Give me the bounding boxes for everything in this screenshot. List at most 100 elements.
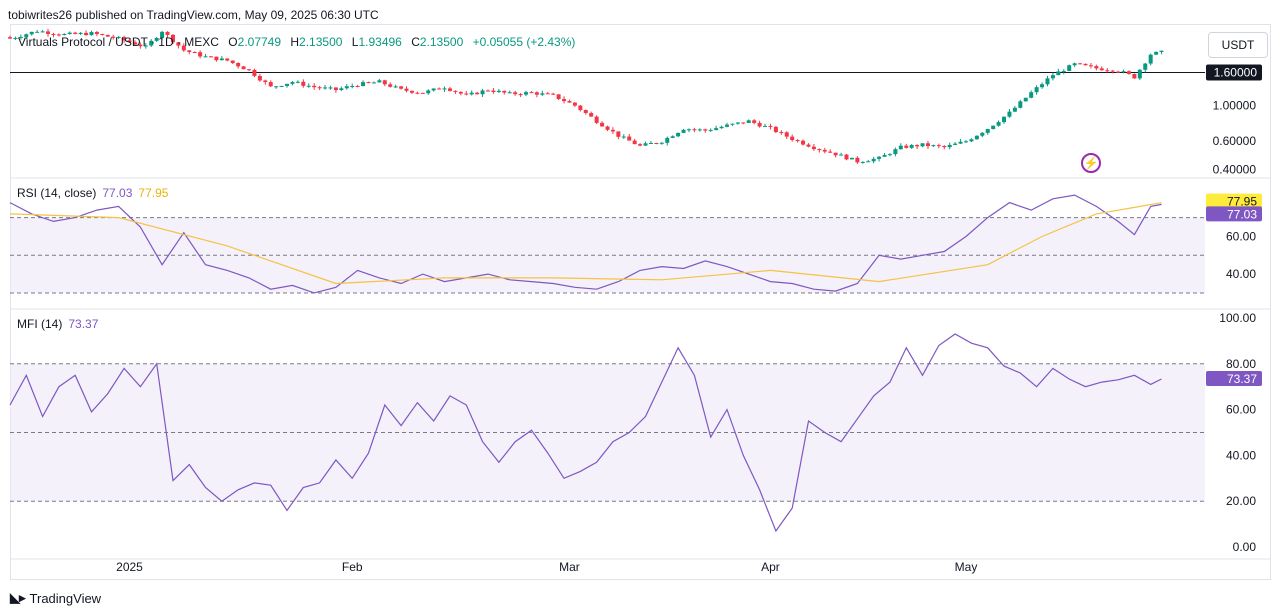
candle-body (382, 80, 387, 85)
candle-body (420, 92, 425, 94)
candle-body (1018, 101, 1023, 108)
candle-body (985, 129, 990, 133)
candle-body (877, 156, 882, 159)
candle-body (714, 128, 719, 131)
candles-group (8, 28, 1164, 165)
candle-body (1132, 73, 1137, 79)
brand-name: TradingView (29, 590, 102, 606)
candle-body (404, 88, 409, 91)
candle-body (154, 37, 159, 41)
symbol-legend: Virtuals Protocol / USDT · 1D · MEXC O2.… (18, 35, 575, 49)
candle-body (285, 83, 290, 86)
candle-body (40, 31, 45, 33)
candle-body (953, 143, 958, 145)
candle-body (572, 102, 577, 106)
candle-body (659, 142, 664, 144)
rsi-value-badge-label: 77.03 (1227, 207, 1257, 221)
candle-body (958, 141, 963, 144)
candle-body (665, 137, 670, 143)
candle-body (241, 66, 246, 70)
candle-body (317, 87, 322, 89)
rsi-ma-value: 77.95 (138, 186, 169, 200)
candle-body (920, 143, 925, 147)
candle-body (29, 31, 34, 35)
candle-body (475, 92, 480, 95)
candle-body (686, 129, 691, 131)
change-value: +0.05055 (+2.43%) (472, 35, 576, 49)
candle-body (464, 93, 469, 95)
candle-body (73, 32, 78, 34)
flash-icon[interactable]: ⚡ (1081, 153, 1101, 173)
candle-body (51, 33, 56, 35)
candle-body (236, 63, 241, 67)
candle-body (344, 86, 349, 89)
time-tick-label: May (955, 560, 978, 574)
candle-body (627, 136, 632, 141)
candle-body (187, 50, 192, 53)
price-tick-label: 0.60000 (1213, 134, 1257, 148)
candle-body (594, 116, 599, 123)
candle-body (1002, 116, 1007, 123)
tradingview-logo-icon: ◣▸ (10, 590, 26, 605)
mfi-value: 73.37 (68, 317, 99, 331)
candle-body (399, 86, 404, 89)
candle-body (779, 132, 784, 134)
candle-body (925, 143, 930, 147)
candle-body (1029, 92, 1034, 98)
candle-body (898, 145, 903, 150)
candle-body (562, 99, 567, 102)
candle-body (426, 90, 431, 94)
candle-body (170, 34, 175, 43)
open-key: O (228, 35, 238, 49)
time-tick-label: 2025 (116, 560, 143, 574)
candle-body (811, 146, 816, 150)
candle-body (415, 92, 420, 94)
open-value: 2.07749 (237, 35, 282, 49)
footer-brand[interactable]: ◣▸ TradingView (10, 590, 101, 606)
level-badge-label: 1.60000 (1214, 66, 1258, 80)
candle-body (1116, 71, 1121, 73)
candle-body (1137, 69, 1142, 79)
candle-body (752, 120, 757, 123)
candle-body (545, 93, 550, 95)
candle-body (355, 85, 360, 87)
candle-body (529, 92, 534, 94)
low-key: L (351, 35, 359, 49)
candle-body (817, 149, 822, 151)
candle-body (681, 129, 686, 133)
candle-body (350, 85, 355, 87)
high-key: H (290, 35, 300, 49)
candle-body (828, 151, 833, 153)
candle-body (13, 37, 18, 39)
candle-body (431, 88, 436, 91)
rsi-tick-label: 60.00 (1226, 229, 1256, 243)
price-tick-label: 0.40000 (1213, 163, 1257, 177)
candle-body (632, 140, 637, 145)
candle-body (600, 122, 605, 127)
candle-body (1094, 66, 1099, 69)
candle-body (56, 34, 61, 36)
candle-body (616, 131, 621, 137)
candle-body (735, 122, 740, 124)
candle-body (502, 90, 507, 93)
close-value: 2.13500 (419, 35, 464, 49)
candle-body (1007, 111, 1012, 117)
candle-body (1045, 78, 1050, 85)
candle-body (8, 37, 12, 39)
candle-body (578, 105, 583, 111)
candle-body (936, 145, 941, 147)
candle-body (844, 154, 849, 160)
candle-body (991, 125, 996, 130)
candle-body (442, 88, 447, 90)
candle-body (496, 90, 501, 93)
candle-body (605, 126, 610, 130)
candle-body (18, 36, 23, 38)
candle-body (893, 149, 898, 155)
candle-body (801, 140, 806, 145)
candle-body (469, 92, 474, 95)
candle-body (480, 90, 485, 95)
candle-body (725, 124, 729, 127)
time-tick-label: Apr (761, 560, 780, 574)
currency-button[interactable]: USDT (1208, 32, 1268, 58)
